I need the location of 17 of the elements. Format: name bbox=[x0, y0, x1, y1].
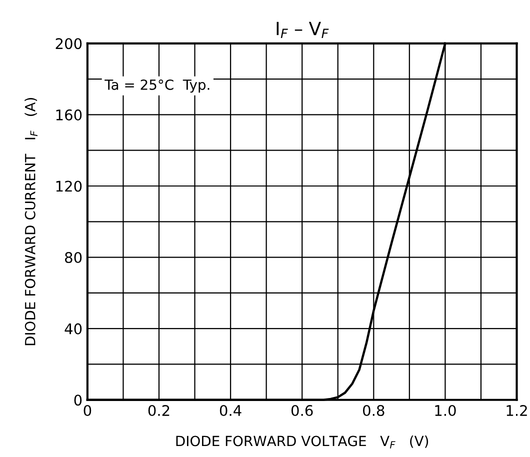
x-tick-label: 0.6 bbox=[291, 404, 313, 416]
y-tick-label: 160 bbox=[56, 109, 82, 120]
x-tick-label: 0.2 bbox=[148, 404, 170, 416]
x-tick-label: 0.4 bbox=[220, 404, 242, 416]
chart-title: I$_{F}$ – V$_{F}$ bbox=[276, 22, 329, 38]
text: DIODE FORWARD VOLTAGE V$_{F}$ (V) bbox=[176, 436, 428, 448]
x-tick-label: 0.8 bbox=[363, 404, 384, 416]
y-tick-label: 0 bbox=[74, 394, 82, 406]
x-tick-label: 1.2 bbox=[506, 404, 527, 416]
x-tick-label: 0 bbox=[84, 404, 92, 416]
text: DIODE FORWARD CURRENT I$_{F}$ (A) bbox=[24, 98, 38, 346]
y-tick-label: 200 bbox=[56, 38, 82, 50]
y-tick-label: 80 bbox=[65, 252, 82, 264]
y-tick-label: 120 bbox=[56, 180, 82, 192]
x-tick-label: 1.0 bbox=[435, 404, 456, 416]
annotation: Ta = 25°C Typ. bbox=[104, 79, 210, 93]
y-tick-label: 40 bbox=[64, 323, 82, 334]
